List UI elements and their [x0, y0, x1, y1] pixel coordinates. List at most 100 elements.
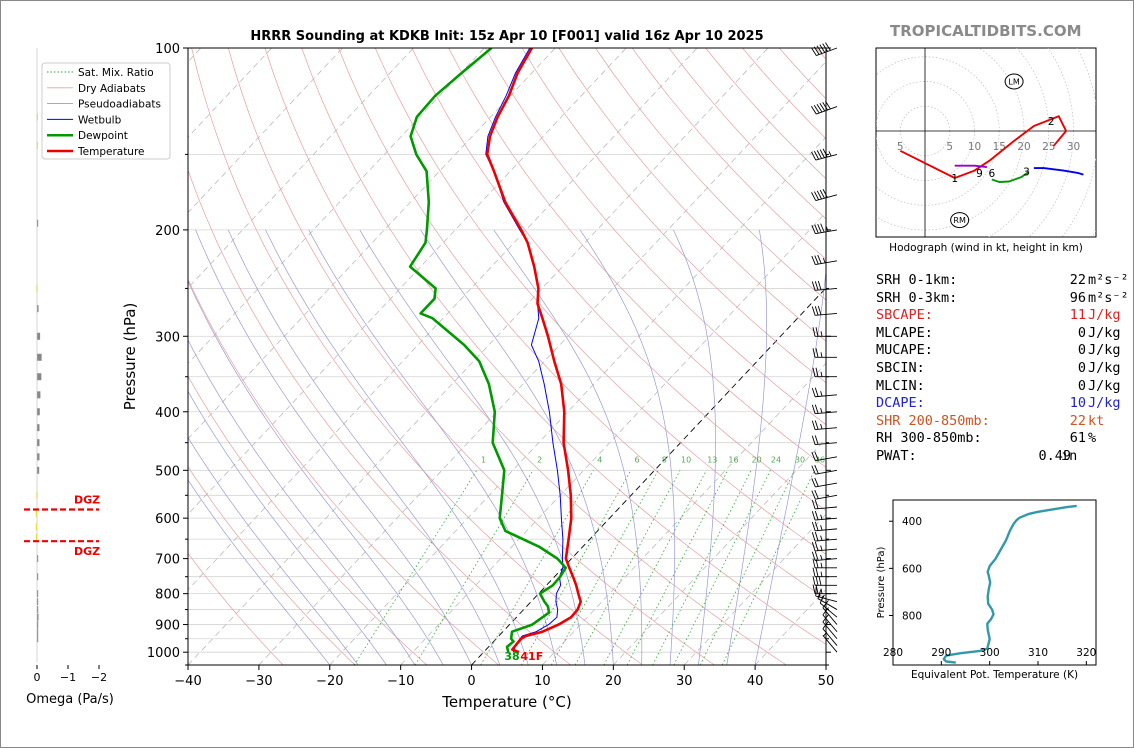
pseudoadiabat-line [308, 229, 557, 665]
omega-bar [37, 635, 39, 643]
pseudoadiabat-line [579, 229, 676, 665]
stat-label: MLCAPE: [876, 324, 933, 341]
omega-bar [37, 590, 39, 598]
dry-adiabat-line [301, 48, 826, 645]
mixing-ratio-line [414, 470, 534, 665]
barb-flag [818, 576, 822, 586]
mixing-ratio-line [353, 470, 478, 665]
barb-half-flag [820, 525, 823, 531]
x-tick-label: 20 [605, 674, 622, 689]
barb-staff [815, 194, 838, 201]
stat-row: SBCAPE: 11 J/kg [876, 307, 1126, 325]
stat-unit: J/kg [1088, 324, 1121, 341]
hodograph-segment [1033, 167, 1084, 176]
hodograph-panel: 5 5 10 15 20 25 30 1 9 6 3 2 LM RM Hodograph (wind in … [875, 47, 1097, 254]
barb-staff [819, 602, 838, 618]
dry-adiabat-line [191, 48, 643, 665]
mixing-ratio-line [550, 470, 659, 665]
stat-unit: J/kg [1088, 359, 1121, 376]
barb-half-flag [822, 257, 826, 264]
stat-label: MUCAPE: [876, 342, 933, 359]
y-tick-label: 800 [155, 588, 180, 603]
barb-staff [815, 469, 838, 475]
stat-row: MLCIN: 0 J/kg [876, 378, 1126, 396]
wind-barb [811, 541, 838, 552]
mixing-ratio-line [603, 470, 707, 665]
mixing-ratio-line [699, 470, 795, 665]
isotherm-line [329, 136, 826, 665]
omega-axis-label: Omega (Pa/s) [26, 692, 114, 707]
barb-half-flag [828, 151, 832, 157]
dgz-label: DGZ [74, 494, 100, 507]
barb-flag [815, 567, 819, 577]
isotherm-line [613, 438, 826, 665]
wind-barb [811, 521, 838, 532]
stat-label: SBCAPE: [876, 307, 933, 324]
barb-flag [812, 576, 816, 586]
barb-flag [816, 190, 822, 200]
barb-flag [814, 387, 819, 397]
barb-flag [811, 490, 816, 500]
wind-barb [812, 584, 837, 595]
barb-staff [815, 394, 838, 398]
stat-value: 11 [1069, 307, 1086, 324]
omega-panel: DGZ DGZ 0 −1 −2 Omega (Pa/s) [24, 48, 114, 707]
dry-adiabat-line [188, 169, 571, 665]
theta-e-frame [892, 499, 1097, 666]
pseudoadiabat-line [195, 229, 472, 665]
wind-barbs [810, 42, 838, 653]
barb-flag [814, 404, 819, 414]
theta-e-panel: 280 290 300 310 320 400 600 800 Equivalent Pot. … [876, 499, 1097, 681]
barb-staff [822, 607, 838, 625]
pseudoadiabat-line [493, 229, 643, 665]
omega-bar [37, 628, 39, 636]
barb-flag [815, 584, 819, 594]
stat-value: 22 [1069, 412, 1086, 429]
barb-flag [812, 584, 816, 594]
barb-flag [817, 305, 822, 315]
barb-half-flag [820, 391, 823, 397]
stat-row: PWAT: 0.49 in [876, 448, 1126, 466]
omega-tick-label: 0 [34, 671, 41, 684]
barb-flag [819, 189, 825, 199]
barb-flag [814, 531, 819, 541]
barb-flag [810, 47, 817, 56]
barb-flag [811, 281, 816, 291]
theta-e-x-tick-label: 290 [931, 647, 951, 659]
x-axis-label: Temperature (°C) [441, 693, 571, 711]
omega-bar [37, 424, 40, 432]
barb-flag [825, 100, 831, 110]
barb-half-flag [820, 331, 823, 337]
isotherm-line [188, 48, 627, 515]
pseudoadiabat-line [188, 436, 359, 665]
omega-tick-label: −1 [60, 671, 76, 684]
omega-bar [37, 613, 39, 621]
y-tick-label: 700 [155, 553, 180, 568]
pseudoadiabat-line [420, 229, 614, 665]
stat-value: 61 [1069, 430, 1086, 447]
y-tick-label: 600 [155, 512, 180, 527]
barb-flag [811, 521, 816, 531]
isotherm-line [542, 362, 826, 665]
barb-staff [815, 427, 838, 431]
omega-bar [37, 466, 40, 474]
pseudoadiabat-line [188, 280, 444, 665]
barb-flag [815, 348, 819, 358]
hodograph-plot: 5 5 10 15 20 25 30 1 9 6 3 2 LM RM [876, 48, 1096, 237]
wind-barb [811, 499, 838, 510]
hodograph-ring-label: 10 [968, 141, 981, 153]
barb-staff [815, 538, 838, 542]
dry-adiabat-line [374, 48, 826, 555]
isotherm-line [188, 48, 769, 665]
stat-value: 0 [1077, 377, 1086, 394]
barb-flag [819, 149, 825, 158]
legend-label: Dry Adiabats [78, 83, 146, 95]
surface-temperature-label: 41F [520, 650, 543, 663]
wind-barb [812, 367, 837, 378]
pseudoadiabat-line [754, 267, 826, 665]
storm-motion-label: LM [1008, 78, 1019, 87]
mixing-ratio-line [626, 470, 729, 665]
mixing-ratio-label: 1 [481, 456, 486, 465]
hodograph-segment [899, 149, 956, 179]
barb-flag [812, 367, 816, 377]
